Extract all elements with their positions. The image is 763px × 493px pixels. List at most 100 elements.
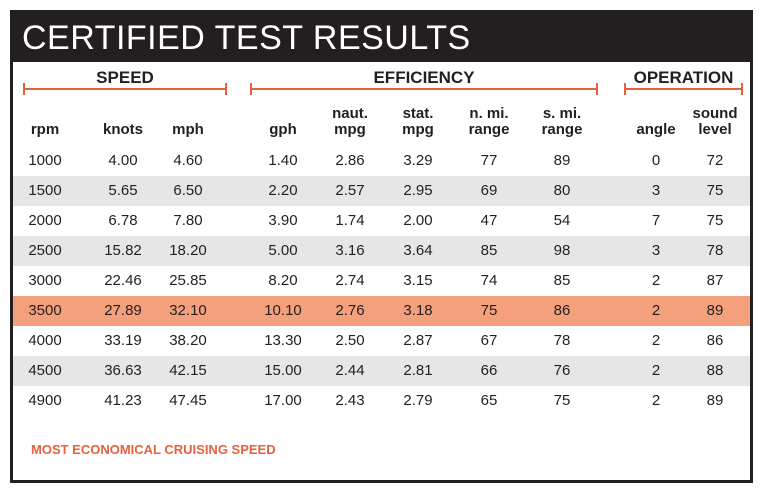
cell-knots: 33.19 — [104, 332, 142, 349]
cell-gph: 15.00 — [264, 362, 302, 379]
cell-naut-mpg: 2.44 — [335, 362, 365, 379]
cell-mph: 6.50 — [173, 182, 203, 199]
highlight-legend-note: MOST ECONOMICAL CRUISING SPEED — [31, 442, 276, 457]
column-header-angle: angle — [636, 121, 676, 138]
cell-gph: 5.00 — [268, 242, 298, 259]
cell-gph: 3.90 — [268, 212, 298, 229]
cell-knots: 41.23 — [104, 392, 142, 409]
cell-nmi-range: 47 — [480, 212, 498, 229]
column-header-smi-range: s. mi. range — [541, 105, 583, 138]
cell-naut-mpg: 2.57 — [335, 182, 365, 199]
cell-stat-mpg: 2.95 — [403, 182, 433, 199]
cell-stat-mpg: 3.64 — [403, 242, 433, 259]
cell-sound-level: 89 — [706, 302, 724, 319]
table-row: 1500 5.65 6.50 2.20 2.57 2.95 69 80 3 75 — [13, 176, 750, 206]
cell-stat-mpg: 2.81 — [403, 362, 433, 379]
cell-knots: 5.65 — [108, 182, 138, 199]
cell-knots: 15.82 — [104, 242, 142, 259]
cell-angle: 2 — [651, 392, 661, 409]
cell-naut-mpg: 2.50 — [335, 332, 365, 349]
cell-rpm: 4000 — [28, 332, 62, 349]
cell-angle: 0 — [651, 152, 661, 169]
cell-gph: 1.40 — [268, 152, 298, 169]
table-row: 4900 41.23 47.45 17.00 2.43 2.79 65 75 2 89 — [13, 386, 750, 416]
cell-mph: 47.45 — [169, 392, 207, 409]
cell-gph: 8.20 — [268, 272, 298, 289]
cell-sound-level: 75 — [706, 212, 724, 229]
group-efficiency: EFFICIENCY — [250, 66, 598, 95]
cell-mph: 18.20 — [169, 242, 207, 259]
cell-mph: 38.20 — [169, 332, 207, 349]
column-header-stat-mpg: stat. mpg — [402, 105, 434, 138]
cell-gph: 13.30 — [264, 332, 302, 349]
cell-stat-mpg: 2.87 — [403, 332, 433, 349]
cell-angle: 2 — [651, 302, 661, 319]
cell-angle: 3 — [651, 182, 661, 199]
cell-angle: 3 — [651, 242, 661, 259]
cell-gph: 17.00 — [264, 392, 302, 409]
cell-mph: 32.10 — [169, 302, 207, 319]
column-header-gph: gph — [269, 121, 297, 138]
cell-gph: 10.10 — [264, 302, 302, 319]
column-header-rpm: rpm — [30, 121, 60, 138]
group-label-operation: OPERATION — [627, 68, 740, 88]
cell-angle: 2 — [651, 332, 661, 349]
cell-rpm: 4500 — [28, 362, 62, 379]
cell-nmi-range: 69 — [480, 182, 498, 199]
cell-rpm: 2500 — [28, 242, 62, 259]
cell-angle: 2 — [651, 272, 661, 289]
group-label-efficiency: EFFICIENCY — [367, 68, 481, 88]
cell-nmi-range: 75 — [480, 302, 498, 319]
cell-smi-range: 75 — [553, 392, 571, 409]
cell-stat-mpg: 3.29 — [403, 152, 433, 169]
cell-sound-level: 89 — [706, 392, 724, 409]
cell-sound-level: 72 — [706, 152, 724, 169]
cell-smi-range: 54 — [553, 212, 571, 229]
cell-rpm: 1000 — [28, 152, 62, 169]
cell-sound-level: 88 — [706, 362, 724, 379]
cell-naut-mpg: 1.74 — [335, 212, 365, 229]
cell-nmi-range: 85 — [480, 242, 498, 259]
cell-rpm: 3500 — [28, 302, 62, 319]
cell-smi-range: 89 — [553, 152, 571, 169]
group-operation: OPERATION — [624, 66, 743, 95]
cell-naut-mpg: 2.86 — [335, 152, 365, 169]
cell-rpm: 1500 — [28, 182, 62, 199]
group-label-speed: SPEED — [90, 68, 160, 88]
cell-nmi-range: 74 — [480, 272, 498, 289]
cell-nmi-range: 77 — [480, 152, 498, 169]
results-table: SPEED EFFICIENCY OPERATION rpm knots mph gp… — [13, 62, 750, 480]
cell-stat-mpg: 3.15 — [403, 272, 433, 289]
cell-knots: 6.78 — [108, 212, 138, 229]
cell-knots: 22.46 — [104, 272, 142, 289]
column-header-mph: mph — [172, 121, 204, 138]
table-row: 1000 4.00 4.60 1.40 2.86 3.29 77 89 0 72 — [13, 146, 750, 176]
cell-sound-level: 78 — [706, 242, 724, 259]
cell-stat-mpg: 3.18 — [403, 302, 433, 319]
group-speed: SPEED — [23, 66, 227, 95]
cell-smi-range: 98 — [553, 242, 571, 259]
cell-sound-level: 87 — [706, 272, 724, 289]
cell-gph: 2.20 — [268, 182, 298, 199]
cell-angle: 2 — [651, 362, 661, 379]
cell-nmi-range: 66 — [480, 362, 498, 379]
cell-sound-level: 86 — [706, 332, 724, 349]
column-header-sound-level: sound level — [692, 105, 738, 138]
cell-smi-range: 86 — [553, 302, 571, 319]
cell-rpm: 3000 — [28, 272, 62, 289]
cell-angle: 7 — [651, 212, 661, 229]
cell-knots: 36.63 — [104, 362, 142, 379]
cell-naut-mpg: 2.74 — [335, 272, 365, 289]
column-header-nmi-range: n. mi. range — [468, 105, 510, 138]
cell-smi-range: 80 — [553, 182, 571, 199]
column-header-naut-mpg: naut. mpg — [332, 105, 368, 138]
cell-mph: 7.80 — [173, 212, 203, 229]
cell-mph: 4.60 — [173, 152, 203, 169]
table-row-highlighted: 3500 27.89 32.10 10.10 2.76 3.18 75 86 2 89 — [13, 296, 750, 326]
table-body: 1000 4.00 4.60 1.40 2.86 3.29 77 89 0 72 1500 5.65 6… — [13, 146, 750, 416]
cell-knots: 4.00 — [108, 152, 138, 169]
cell-sound-level: 75 — [706, 182, 724, 199]
cell-naut-mpg: 2.43 — [335, 392, 365, 409]
page-title: CERTIFIED TEST RESULTS — [22, 19, 471, 57]
table-row: 4500 36.63 42.15 15.00 2.44 2.81 66 76 2 88 — [13, 356, 750, 386]
